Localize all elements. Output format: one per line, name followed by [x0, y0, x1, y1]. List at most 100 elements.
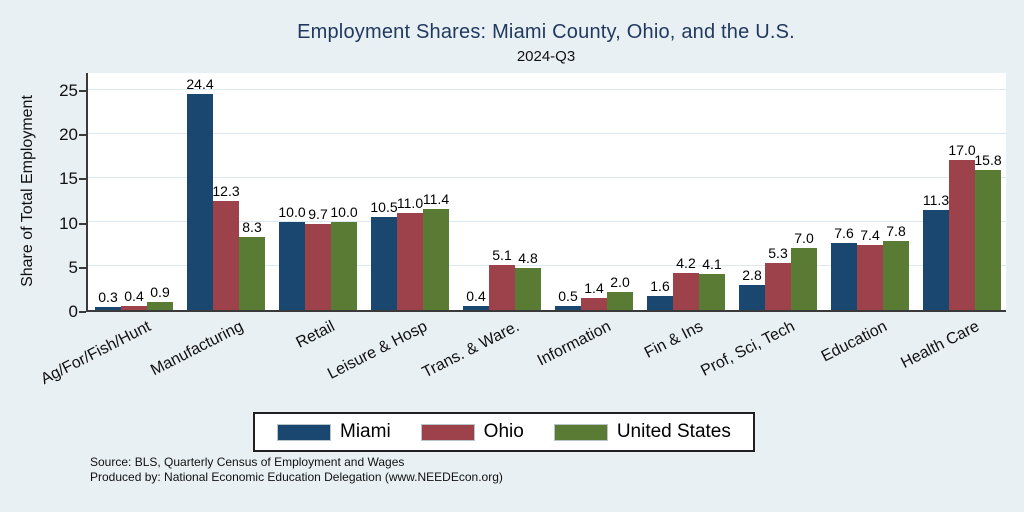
legend-label: United States: [616, 421, 731, 442]
x-tick-label: Health Care: [897, 318, 982, 372]
bar: [423, 209, 449, 310]
bar: [371, 217, 397, 310]
bar: [647, 295, 673, 310]
bar: [95, 307, 121, 310]
bar: [187, 94, 213, 310]
bar: [791, 248, 817, 310]
x-tick-label: Fin & Ins: [641, 318, 706, 362]
bar-value-label: 2.0: [610, 274, 630, 291]
bar-value-label: 7.0: [794, 230, 814, 247]
bar: [239, 236, 265, 310]
y-tick-label: 10: [59, 213, 78, 233]
legend-item: United States: [553, 421, 731, 443]
bar: [765, 263, 791, 310]
y-tick-mark: [79, 134, 86, 137]
bar-value-label: 8.3: [242, 218, 262, 235]
gridline: [88, 265, 1006, 267]
y-tick-label: 0: [68, 302, 78, 321]
bar-value-label: 10.0: [330, 203, 358, 220]
bar-value-label: 7.8: [886, 223, 906, 240]
x-tick-label: Education: [818, 318, 890, 366]
bar-value-label: 15.8: [974, 152, 1002, 169]
bar-value-label: 0.9: [150, 284, 170, 301]
bar-value-label: 12.3: [212, 183, 240, 200]
bar: [923, 210, 949, 310]
legend-label: Ohio: [483, 421, 524, 442]
bar: [305, 224, 331, 310]
legend-swatch-icon: [420, 423, 475, 441]
bar: [213, 201, 239, 310]
y-tick-label: 20: [59, 125, 78, 145]
bar: [279, 221, 305, 310]
bar-value-label: 9.7: [308, 206, 328, 223]
x-tick-label: Trans. & Ware.: [419, 318, 522, 382]
y-tick-label: 15: [59, 169, 78, 189]
x-tick-label: Prof, Sci, Tech: [698, 318, 798, 380]
y-tick-mark: [79, 311, 86, 313]
bar-value-label: 5.3: [768, 245, 788, 262]
bar-value-label: 17.0: [948, 141, 976, 158]
bar-value-label: 5.1: [492, 246, 512, 263]
y-tick-mark: [79, 90, 86, 92]
bar-value-label: 0.3: [98, 289, 118, 306]
bar-value-label: 4.8: [518, 249, 538, 266]
legend-swatch-icon: [277, 423, 331, 441]
bar: [673, 272, 699, 310]
source-note: Source: BLS, Quarterly Census of Employm…: [90, 455, 405, 469]
bar-value-label: 10.0: [278, 203, 306, 220]
gridline: [88, 132, 1006, 134]
legend-item: Miami: [277, 421, 391, 443]
bar-value-label: 11.0: [396, 194, 424, 211]
legend-swatch-icon: [553, 423, 608, 441]
bar-value-label: 11.3: [922, 192, 950, 209]
bar-value-label: 24.4: [186, 76, 214, 93]
produced-by-note: Produced by: National Economic Education…: [90, 469, 503, 484]
x-tick-label: Leisure & Hosp: [324, 318, 430, 383]
legend: Miami Ohio United States: [253, 412, 755, 452]
bar: [515, 267, 541, 310]
bar: [607, 292, 633, 310]
bar-value-label: 11.4: [422, 191, 450, 208]
bar: [975, 170, 1001, 310]
bar: [331, 221, 357, 310]
y-tick-mark: [79, 266, 86, 269]
gridline: [88, 88, 1006, 90]
x-tick-label: Retail: [293, 318, 338, 352]
bar: [555, 305, 581, 310]
bar-value-label: 0.5: [558, 287, 578, 304]
x-tick-label: Manufacturing: [147, 318, 246, 380]
bar-value-label: 0.4: [466, 288, 486, 305]
bar-value-label: 4.2: [676, 254, 696, 271]
source-notes: Source: BLS, Quarterly Census of Employm…: [90, 455, 503, 484]
legend-item: Ohio: [420, 421, 524, 443]
bar: [121, 306, 147, 310]
bar-value-label: 1.6: [650, 277, 670, 294]
bar-value-label: 0.4: [124, 288, 144, 305]
bar-value-label: 7.6: [834, 224, 854, 241]
bar: [147, 302, 173, 310]
bar: [739, 285, 765, 310]
legend-label: Miami: [340, 421, 391, 442]
bar-value-label: 7.4: [860, 226, 880, 243]
x-tick-label: Information: [534, 318, 614, 370]
y-axis-title: Share of Total Employment: [19, 95, 36, 287]
chart-title: Employment Shares: Miami County, Ohio, a…: [297, 21, 795, 43]
bar: [883, 241, 909, 310]
y-tick-mark: [79, 222, 86, 225]
bar: [949, 159, 975, 310]
y-tick-mark: [79, 178, 86, 181]
bar-value-label: 1.4: [584, 279, 604, 296]
bar-value-label: 10.5: [370, 199, 398, 216]
y-tick-label: 5: [68, 257, 78, 277]
bar-value-label: 2.8: [742, 267, 762, 284]
bar-value-label: 4.1: [702, 255, 722, 272]
bar: [581, 297, 607, 310]
bar: [489, 264, 515, 310]
gridline: [88, 176, 1006, 178]
bar: [699, 273, 725, 310]
y-tick-label: 25: [59, 81, 78, 100]
bar: [831, 242, 857, 310]
chart-subtitle: 2024-Q3: [516, 48, 576, 65]
bar: [463, 306, 489, 310]
